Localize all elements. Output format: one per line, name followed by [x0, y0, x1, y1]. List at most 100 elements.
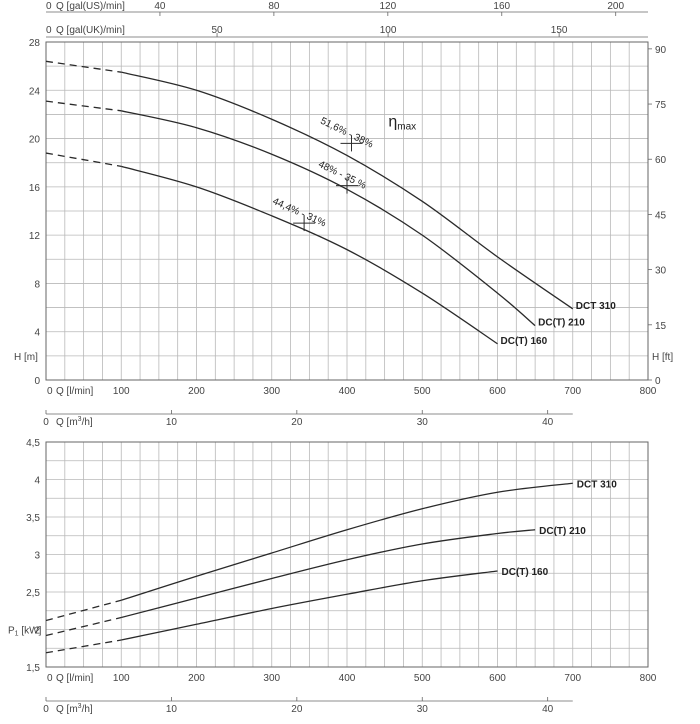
power-series-label: DC(T) 160: [502, 567, 549, 578]
head-y-right-tick-label: 75: [655, 100, 667, 111]
head-y-tick-label: 0: [34, 376, 40, 387]
power-x-axis: 0 100 200 300 400 500 600 700 800 Q [l/min]: [47, 673, 657, 684]
head-m3h-axis: 0 10 20 30 40 Q [m3/h]: [43, 410, 573, 428]
power-frame: [45, 441, 649, 668]
power-y-tick-label: 2,5: [26, 588, 40, 599]
head-x-tick-label: 300: [263, 386, 280, 397]
head-series-label: DC(T) 160: [501, 336, 548, 347]
power-grid: [45, 441, 649, 668]
head-top-uk-zero: 0: [46, 25, 52, 36]
head-y-tick-label: 12: [29, 231, 41, 242]
head-y-right-axis-label: H [ft]: [652, 352, 673, 363]
power-series-label: DCT 310: [577, 479, 617, 490]
head-top-us-zero: 0: [46, 1, 52, 12]
head-x-axis-label: Q [l/min]: [56, 386, 93, 397]
power-m3h-axis-label: Q [m3/h]: [56, 703, 93, 715]
power-curve-dashed: [45, 639, 122, 654]
head-y-axis-label: H [m]: [14, 352, 38, 363]
power-curve: [121, 529, 536, 619]
head-y-tick-label: 28: [29, 38, 41, 49]
head-efficiency-label: 44,4% - 31%: [271, 196, 328, 229]
power-x-tick-label: 400: [339, 673, 356, 684]
head-top-us-tick-label: 160: [493, 1, 510, 12]
head-curve: [121, 71, 574, 310]
head-x-tick-label: 200: [188, 386, 205, 397]
head-y-right-axis: 0 15 30 45 60 75 90 H [ft]: [648, 45, 673, 387]
head-top-uk-axis-label: Q [gal(UK)/min]: [56, 25, 125, 36]
head-y-tick-label: 16: [29, 183, 41, 194]
power-x-tick-label: 800: [640, 673, 657, 684]
power-series-label: DC(T) 210: [539, 526, 586, 537]
head-y-tick-label: 20: [29, 135, 41, 146]
head-m3h-tick-label: 40: [542, 417, 554, 428]
head-m3h-tick-label: 10: [166, 417, 178, 428]
head-curve-dashed: [45, 152, 122, 167]
power-y-axis-label: P1 [kW]: [8, 626, 42, 638]
power-y-tick-label: 3: [34, 551, 40, 562]
head-curve-dashed: [45, 60, 122, 73]
power-x-tick-label: 700: [564, 673, 581, 684]
power-series-dct-310: DCT 310: [45, 479, 617, 622]
power-m3h-tick-label: 30: [417, 704, 429, 715]
head-x-tick-label: 100: [113, 386, 130, 397]
power-y-tick-label: 1,5: [26, 663, 40, 674]
head-x-axis: 0 100 200 300 400 500 600 700 800 Q [l/min]: [47, 386, 657, 397]
head-x-tick-label: 600: [489, 386, 506, 397]
power-x-tick-label: 300: [263, 673, 280, 684]
power-m3h-tick-label: 10: [166, 704, 178, 715]
power-x-tick-label: 500: [414, 673, 431, 684]
head-x-tick-label: 700: [564, 386, 581, 397]
power-x-tick-label: 100: [113, 673, 130, 684]
head-top-us-axis-label: Q [gal(US)/min]: [56, 1, 125, 12]
head-top-us-axis: 40 80 120 160 200 0 Q [gal(US)/min]: [46, 1, 648, 16]
head-curve-dashed: [45, 100, 122, 112]
head-curve: [121, 165, 498, 345]
power-x-tick-label: 200: [188, 673, 205, 684]
head-top-us-tick-label: 80: [268, 1, 280, 12]
head-y-axis: 0 4 8 12 16 20 24 28 H [m]: [14, 38, 40, 387]
power-y-axis: 1,5 2 2,5 3 3,5 4 4,5 P1 [kW]: [8, 438, 42, 674]
power-curve-dashed: [45, 616, 122, 637]
head-top-uk-tick-label: 50: [211, 25, 223, 36]
head-top-us-tick-label: 40: [154, 1, 166, 12]
head-y-tick-label: 24: [29, 86, 41, 97]
power-m3h-axis: 0 10 20 30 40 Q [m3/h]: [43, 697, 573, 715]
head-top-uk-axis: 50 100 150 0 Q [gal(UK)/min]: [46, 25, 648, 38]
head-y-tick-label: 8: [34, 279, 40, 290]
power-y-tick-label: 4: [34, 476, 40, 487]
power-x-axis-label: Q [l/min]: [56, 673, 93, 684]
head-series-label: DC(T) 210: [538, 318, 585, 329]
head-grid: [45, 41, 649, 381]
power-series-dc-t-160: DC(T) 160: [45, 567, 549, 654]
head-m3h-axis-label: Q [m3/h]: [56, 416, 93, 428]
head-top-us-tick-label: 120: [379, 1, 396, 12]
head-y-right-tick-label: 90: [655, 45, 667, 56]
power-y-tick-label: 4,5: [26, 438, 40, 449]
head-y-right-tick-label: 0: [655, 376, 661, 387]
head-y-right-tick-label: 45: [655, 210, 667, 221]
head-m3h-tick-label: 30: [417, 417, 429, 428]
head-m3h-tick-label: 20: [291, 417, 303, 428]
head-eta-max-label: ηmax: [388, 114, 416, 133]
head-x-tick-label: 500: [414, 386, 431, 397]
power-y-tick-label: 3,5: [26, 513, 40, 524]
power-y-tick-label: 2: [34, 626, 40, 637]
head-efficiency-annotations: 51,6% - 38%48% - 35 %44,4% - 31%ηmax: [271, 114, 416, 232]
power-series-dc-t-210: DC(T) 210: [45, 526, 586, 637]
head-series-label: DCT 310: [576, 301, 616, 312]
power-m3h-tick-label: 20: [291, 704, 303, 715]
head-top-us-tick-label: 200: [607, 1, 624, 12]
power-m3h-tick-label: 0: [43, 704, 49, 715]
head-top-uk-tick-label: 150: [551, 25, 568, 36]
power-x-tick-label: 600: [489, 673, 506, 684]
power-m3h-tick-label: 40: [542, 704, 554, 715]
head-frame: [45, 41, 649, 381]
head-y-right-tick-label: 15: [655, 321, 667, 332]
head-series-dct-310: DCT 310: [45, 60, 616, 312]
head-y-right-tick-label: 30: [655, 266, 667, 277]
head-y-tick-label: 4: [34, 328, 40, 339]
head-x-tick-label: 400: [339, 386, 356, 397]
head-y-right-tick-label: 60: [655, 155, 667, 166]
